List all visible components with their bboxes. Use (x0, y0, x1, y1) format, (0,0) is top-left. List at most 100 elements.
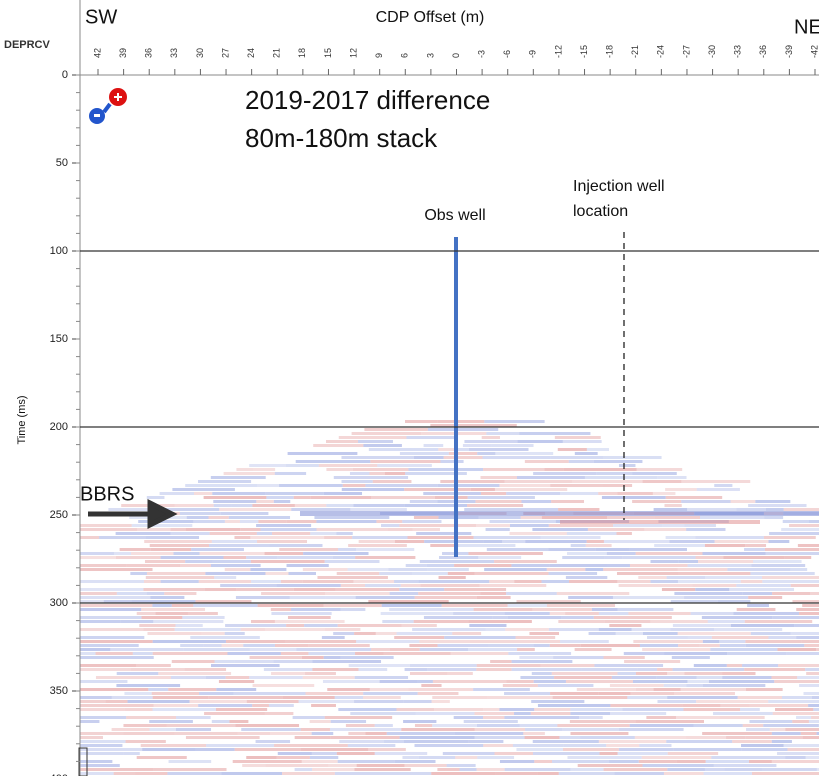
amp-stripe (365, 584, 401, 587)
amp-stripe (684, 596, 749, 599)
amp-stripe (285, 640, 357, 643)
amp-stripe (732, 740, 772, 743)
amp-stripe (499, 760, 535, 763)
amp-stripe (113, 772, 136, 775)
amp-stripe (152, 708, 216, 711)
amp-stripe (95, 676, 171, 679)
x-tick-label: -33 (733, 45, 743, 58)
amp-stripe (763, 724, 819, 727)
amp-stripe (150, 596, 185, 599)
amp-stripe (771, 676, 798, 679)
amp-stripe (185, 528, 241, 531)
amp-stripe (209, 532, 257, 535)
amp-stripe (777, 752, 819, 755)
amp-stripe (565, 680, 633, 683)
amp-stripe (211, 540, 258, 543)
amp-stripe (678, 572, 751, 575)
amp-stripe (277, 752, 312, 755)
amp-stripe (474, 572, 549, 575)
amp-stripe (152, 640, 226, 643)
amp-stripe (736, 608, 776, 611)
amp-stripe (693, 724, 743, 727)
amp-stripe (173, 552, 200, 555)
amp-stripe (811, 716, 819, 719)
amp-stripe (670, 600, 718, 603)
amp-stripe (408, 468, 484, 471)
amp-stripe (483, 708, 500, 711)
amp-stripe (355, 596, 415, 599)
amp-stripe (635, 552, 703, 555)
amp-stripe (135, 772, 168, 775)
amp-stripe (459, 424, 517, 427)
amp-stripe (601, 496, 666, 499)
amp-stripe (532, 528, 588, 531)
amp-stripe (551, 672, 618, 675)
amp-stripe (730, 624, 795, 627)
amp-stripe (249, 648, 297, 651)
amp-stripe (351, 432, 422, 435)
amp-stripe (355, 652, 384, 655)
amp-stripe (431, 772, 496, 775)
marker-label: BBRS (80, 483, 134, 505)
axis-title: CDP Offset (m) (376, 9, 485, 26)
amp-stripe (195, 748, 235, 751)
amp-stripe (204, 588, 237, 591)
amp-stripe (316, 528, 388, 531)
amp-stripe (80, 616, 142, 619)
amp-stripe (546, 604, 616, 607)
amp-stripe (416, 532, 472, 535)
amp-stripe (813, 708, 819, 711)
amp-stripe (80, 720, 100, 723)
amp-stripe (80, 668, 131, 671)
amp-stripe (768, 700, 819, 703)
amp-stripe (632, 472, 677, 475)
amp-stripe (354, 676, 409, 679)
amp-stripe (475, 500, 522, 503)
amp-stripe (171, 604, 194, 607)
amp-stripe (257, 484, 280, 487)
amp-stripe (478, 516, 521, 519)
amp-stripe (562, 748, 619, 751)
amp-stripe (531, 672, 552, 675)
amp-stripe (80, 568, 153, 571)
amp-stripe (264, 712, 294, 715)
amp-stripe (806, 672, 819, 675)
amp-stripe (789, 524, 819, 527)
amp-stripe (234, 536, 251, 539)
amp-stripe (119, 548, 151, 551)
amp-stripe (696, 488, 740, 491)
amp-stripe (431, 700, 450, 703)
amp-stripe (234, 748, 301, 751)
amp-stripe (450, 652, 509, 655)
amp-stripe (80, 716, 127, 719)
amp-stripe (667, 672, 685, 675)
amp-stripe (269, 544, 323, 547)
amp-stripe (657, 476, 687, 479)
amp-stripe (541, 580, 569, 583)
amp-stripe (264, 552, 304, 555)
y-tick-label: 100 (50, 245, 68, 257)
amp-stripe (635, 688, 654, 691)
amp-stripe (502, 684, 538, 687)
amp-stripe (800, 732, 817, 735)
amp-stripe (383, 652, 451, 655)
amp-stripe (618, 464, 636, 467)
amp-stripe (308, 652, 356, 655)
amp-stripe (339, 740, 385, 743)
amp-stripe (479, 584, 547, 587)
amp-stripe (469, 448, 529, 451)
amp-stripe (790, 568, 808, 571)
amp-stripe (175, 728, 212, 731)
amp-stripe (603, 768, 668, 771)
amp-stripe (409, 672, 448, 675)
amp-stripe (388, 568, 428, 571)
amp-stripe (533, 680, 566, 683)
amp-stripe (418, 580, 490, 583)
amp-stripe (504, 716, 580, 719)
amp-stripe (541, 516, 608, 519)
amp-stripe (80, 596, 151, 599)
amp-stripe (330, 720, 367, 723)
amp-stripe (769, 728, 786, 731)
amp-stripe (637, 668, 658, 671)
amp-stripe (671, 656, 710, 659)
